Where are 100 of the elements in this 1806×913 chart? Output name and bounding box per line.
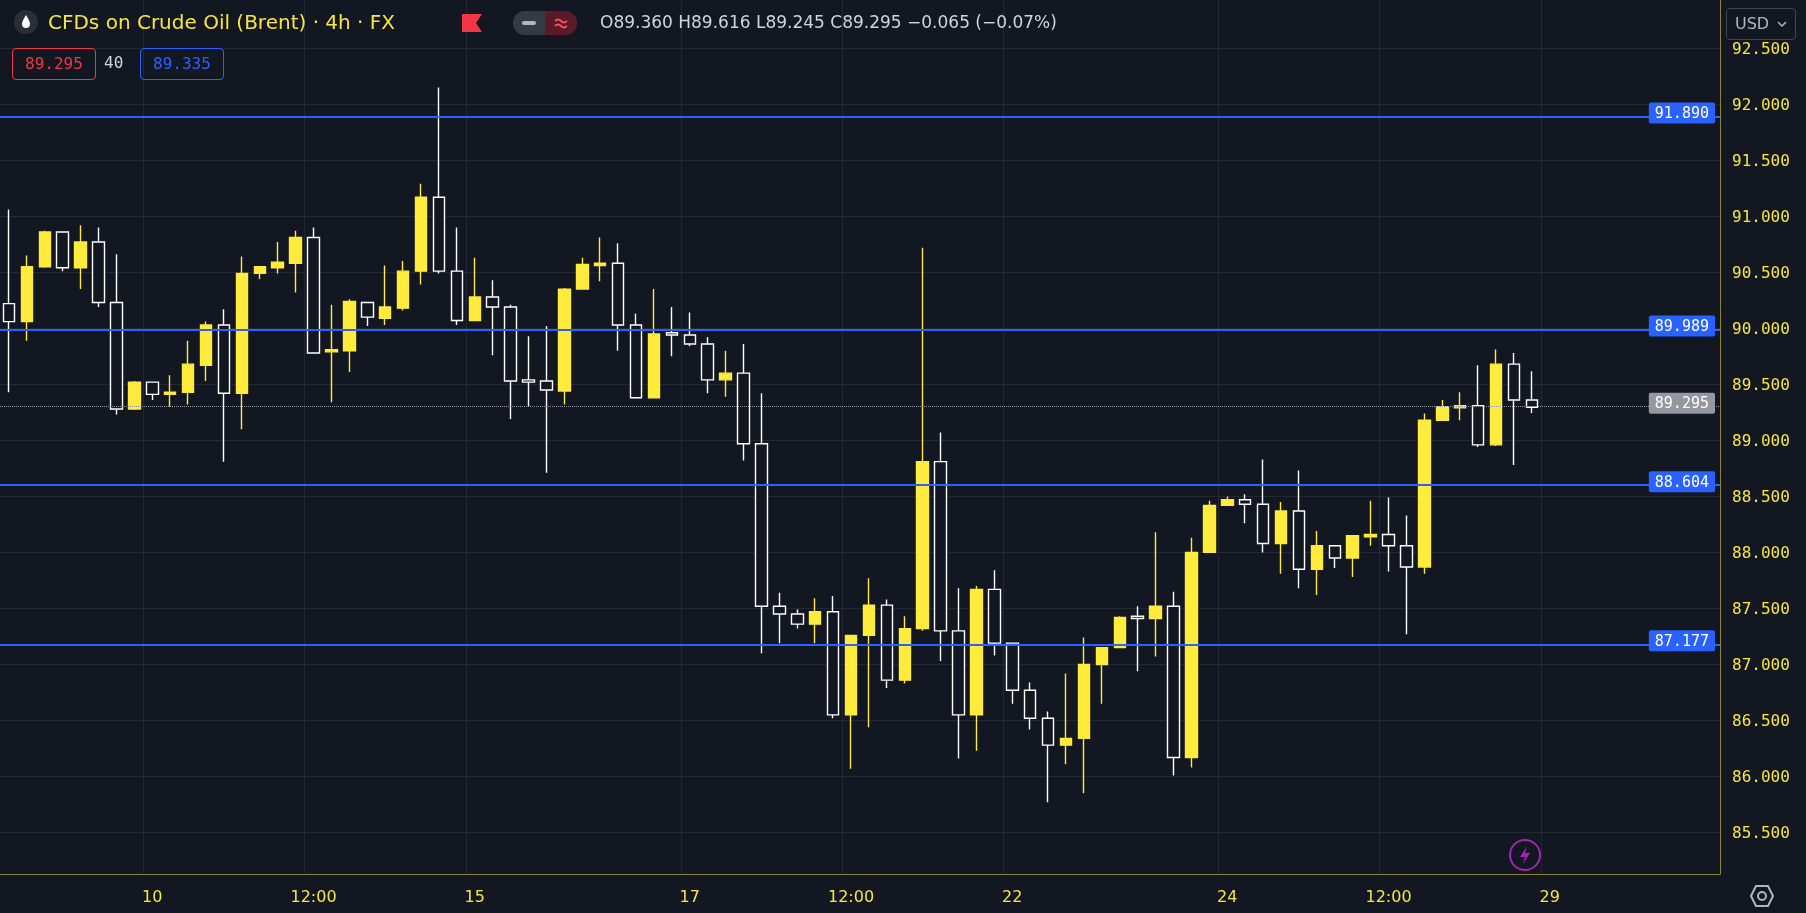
candlestick: [217, 308, 231, 463]
candlestick: [163, 374, 177, 408]
candlestick: [1399, 514, 1414, 635]
candlestick: [1041, 710, 1055, 803]
x-tick-label: 12:00: [290, 886, 337, 906]
text: O89.360 H89.616 L89.245 C89.295 −0.065 (−0.07%): [600, 12, 1057, 32]
candlestick: [270, 241, 285, 275]
candlestick: [575, 257, 590, 290]
x-tick-label: 22: [1002, 886, 1023, 906]
candlestick: [432, 86, 446, 275]
candlestick: [1363, 500, 1378, 547]
candlestick: [1023, 681, 1037, 731]
y-tick-label: 92.500: [1732, 38, 1790, 58]
candlestick: [181, 339, 195, 406]
candlestick: [306, 226, 321, 354]
candlestick: [1130, 605, 1145, 672]
candlestick: [1328, 544, 1342, 569]
candlestick: [1489, 348, 1503, 447]
candlestick: [593, 236, 607, 282]
candlestick: [38, 230, 52, 269]
candlestick: [826, 595, 840, 719]
candlestick: [1417, 412, 1432, 575]
y-tick-label: 87.000: [1732, 654, 1790, 674]
y-tick-label: 89.500: [1732, 374, 1790, 394]
candlestick: [718, 350, 733, 398]
ref-line-label: 89.989: [1654, 316, 1709, 335]
candlestick: [1471, 364, 1485, 448]
y-tick-label: 85.500: [1732, 823, 1790, 843]
candlestick: [629, 313, 643, 399]
candlestick: [1274, 501, 1288, 575]
candlestick: [772, 592, 787, 644]
candlestick: [503, 304, 518, 420]
candlestick: [683, 311, 697, 347]
x-tick-label: 15: [464, 886, 485, 906]
candlestick: [951, 587, 966, 760]
candlestick: [915, 246, 930, 632]
candlestick: [91, 226, 106, 308]
candlestick: [1059, 672, 1073, 765]
ref-line-label: 87.177: [1654, 631, 1709, 650]
candlestick: [790, 608, 805, 630]
y-tick-label: 89.000: [1732, 430, 1790, 450]
candlestick: [1507, 352, 1521, 466]
candlestick: [342, 298, 357, 373]
ref-line-label: 88.604: [1654, 472, 1709, 491]
x-tick-label: 29: [1539, 886, 1560, 906]
candlestick: [235, 255, 249, 430]
candlestick: [1166, 590, 1181, 777]
candlestick: [288, 230, 303, 294]
candlestick: [414, 183, 428, 286]
y-tick-label: 91.500: [1732, 150, 1790, 170]
x-tick-label: 17: [679, 886, 700, 906]
candlestick: [1256, 458, 1270, 554]
candlestick: [1345, 534, 1360, 578]
candlestick: [360, 301, 375, 327]
candlestick: [55, 231, 70, 272]
candlestick: [468, 257, 482, 322]
candlestick: [1077, 636, 1091, 795]
candlestick: [450, 226, 464, 326]
candlestick: [898, 615, 912, 685]
candlestick: [557, 287, 572, 406]
y-tick-label: 92.000: [1732, 94, 1790, 114]
candlestick: [324, 304, 339, 403]
candlestick: [754, 392, 769, 654]
candlestick: [378, 264, 392, 326]
candlestick: [1292, 469, 1306, 589]
candlestick: [1202, 500, 1217, 554]
candlestick: [396, 260, 410, 312]
y-tick-label: 91.000: [1732, 206, 1790, 226]
annotation: 40: [103, 52, 125, 74]
y-tick-label: 90.500: [1732, 262, 1790, 282]
annotation: 89.295: [12, 48, 96, 80]
candlestick: [862, 577, 876, 728]
candlestick: [1005, 642, 1020, 705]
x-tick-label: 12:00: [1365, 886, 1412, 906]
candlestick: [1435, 399, 1450, 421]
candlestick: [736, 343, 751, 462]
candlestick: [933, 431, 948, 662]
y-tick-label: 88.000: [1732, 542, 1790, 562]
candlestick: [73, 224, 88, 290]
candlestick: [808, 597, 822, 644]
candlestick: [647, 288, 661, 399]
annotation: 89.335: [140, 48, 224, 80]
candlestick: [2, 208, 16, 393]
candlestick: [199, 320, 213, 382]
candlestick: [969, 585, 984, 752]
candlestick: [1238, 493, 1252, 524]
candlestick: [1220, 495, 1235, 507]
candlestick: [485, 279, 500, 356]
candlestick: [127, 380, 142, 411]
candlestick: [665, 306, 679, 358]
candlestick: [844, 634, 858, 770]
candlestick: [1525, 370, 1539, 414]
candlestick: [539, 325, 554, 474]
candlestick: [1184, 537, 1199, 769]
ref-line-label: 91.890: [1654, 104, 1709, 123]
y-tick-label: 87.500: [1732, 598, 1790, 618]
y-tick-label: 88.500: [1732, 486, 1790, 506]
y-tick-label: 86.500: [1732, 710, 1790, 730]
candlestick: [1381, 496, 1396, 573]
candlestick: [20, 254, 34, 342]
